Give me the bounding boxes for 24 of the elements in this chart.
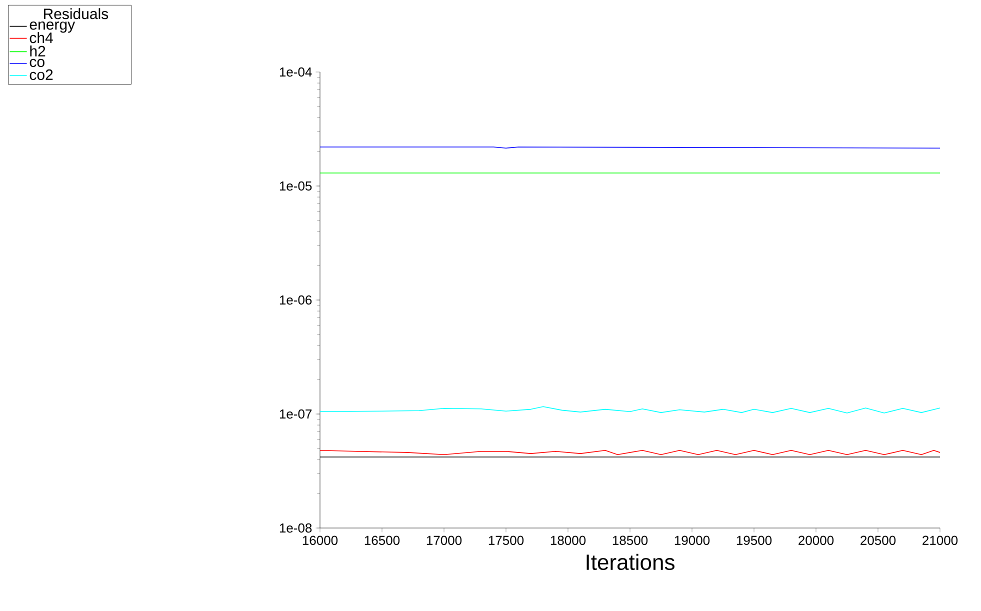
x-tick-label: 18500 <box>612 536 648 545</box>
y-tick-label: 1e-04 <box>280 67 312 77</box>
x-tick-label: 17000 <box>426 536 462 545</box>
x-tick-label: 19500 <box>736 536 772 545</box>
x-tick-label: 19000 <box>674 536 710 545</box>
x-tick-label: 16500 <box>364 536 400 545</box>
legend-label: h2 <box>30 45 46 56</box>
x-axis-title: Iterations <box>586 554 674 570</box>
x-tick-label: 16000 <box>302 536 338 545</box>
y-tick-label: 1e-08 <box>280 523 312 533</box>
legend-label: energy <box>30 22 76 33</box>
y-tick-label: 1e-05 <box>280 181 312 191</box>
y-tick-label: 1e-07 <box>280 409 312 419</box>
x-tick-label: 20000 <box>798 536 834 545</box>
x-tick-label: 18000 <box>550 536 586 545</box>
x-tick-label: 21000 <box>922 536 958 545</box>
y-tick-label: 1e-06 <box>280 295 312 305</box>
line-series <box>320 406 940 414</box>
x-tick-label: 20500 <box>860 536 896 545</box>
legend-title: Residuals <box>44 8 108 20</box>
legend-label: co2 <box>30 69 53 80</box>
x-tick-label: 17500 <box>488 536 524 545</box>
legend-label: ch4 <box>30 32 53 44</box>
legend-label: co <box>30 58 44 68</box>
